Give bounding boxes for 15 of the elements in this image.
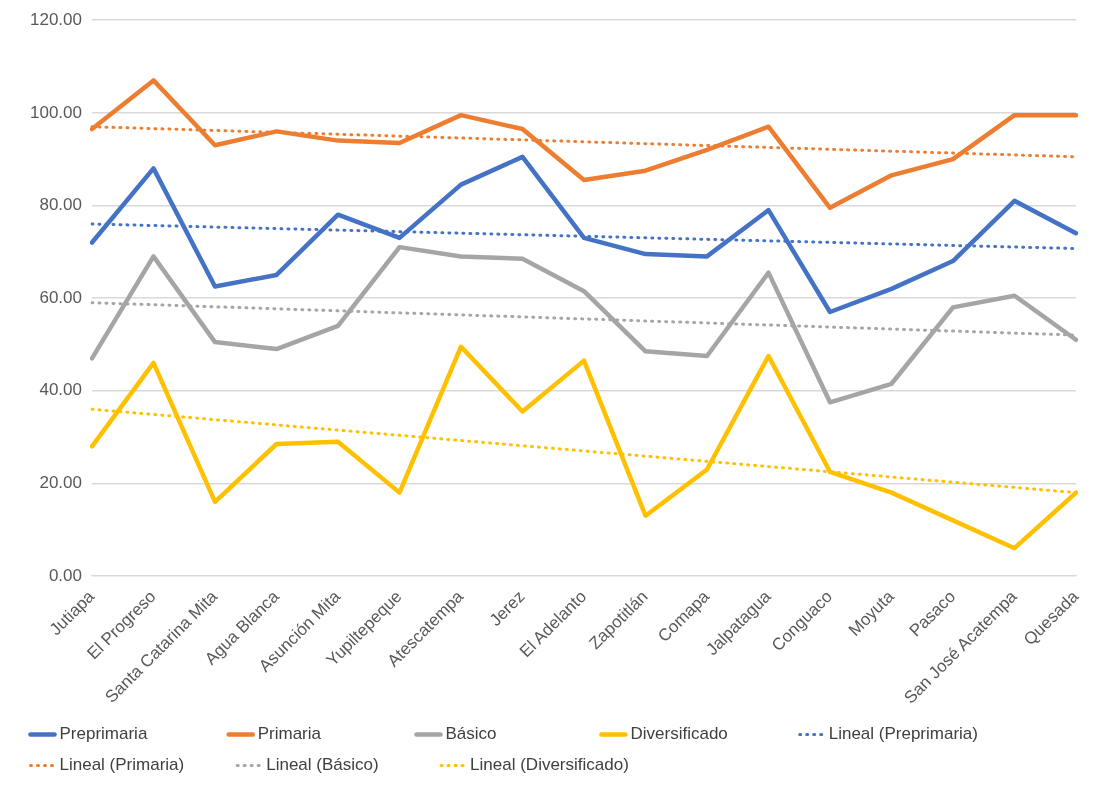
y-tick-label: 20.00 xyxy=(39,473,82,493)
legend-label: Primaria xyxy=(257,724,407,744)
y-tick-label: 100.00 xyxy=(30,102,82,122)
y-tick-label: 0.00 xyxy=(48,565,82,585)
y-tick-label: 120.00 xyxy=(30,9,82,29)
legend-label: Diversificado xyxy=(630,724,790,744)
legend-label: Básico xyxy=(445,724,591,744)
legend-label: Lineal (Diversificado) xyxy=(470,755,648,775)
y-tick-label: 60.00 xyxy=(39,287,82,307)
legend-label: Lineal (Preprimaria) xyxy=(828,724,1007,744)
legend-label: Preprimaria xyxy=(59,724,219,744)
y-tick-label: 80.00 xyxy=(39,195,82,215)
legend-label: Lineal (Primaria) xyxy=(59,755,227,775)
legend-label: Lineal (Básico) xyxy=(266,755,431,775)
y-tick-label: 40.00 xyxy=(39,380,82,400)
